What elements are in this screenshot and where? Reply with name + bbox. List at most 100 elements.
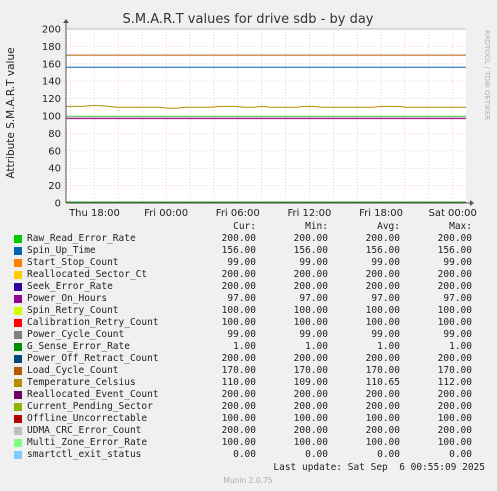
x-tick-label: Fri 00:00 xyxy=(144,208,188,219)
legend-cur-value: 200.00 xyxy=(221,233,256,244)
last-update: Last update: Sat Sep 6 00:55:09 2025 xyxy=(273,462,485,473)
legend-swatch xyxy=(14,319,22,327)
legend-cur-value: 156.00 xyxy=(221,245,256,256)
legend-cur-value: 200.00 xyxy=(221,401,256,412)
legend-row: Current_Pending_Sector 200.00 200.00 200.00… xyxy=(12,401,490,413)
y-tick-label: 200 xyxy=(42,25,61,36)
legend-swatch xyxy=(14,379,22,387)
legend-row: Calibration_Retry_Count 100.00 100.00 100.0… xyxy=(12,317,490,329)
legend-min-value: 200.00 xyxy=(293,269,328,280)
legend-row: Offline_Uncorrectable 100.00 100.00 100.00 1… xyxy=(12,413,490,425)
legend-min-value: 200.00 xyxy=(293,389,328,400)
y-tick-label: 100 xyxy=(42,112,61,123)
legend-series-name: Current_Pending_Sector xyxy=(27,401,153,412)
legend-row: smartctl_exit_status 0.00 0.00 0.00 0.00 xyxy=(12,449,490,461)
legend-series-name: Reallocated_Event_Count xyxy=(27,389,159,400)
legend-row: Spin_Retry_Count 100.00 100.00 100.00 100.00 xyxy=(12,305,490,317)
legend-series-name: Load_Cycle_Count xyxy=(27,365,119,376)
legend-row: Seek_Error_Rate 200.00 200.00 200.00 200.00 xyxy=(12,281,490,293)
legend-cur-value: 99.00 xyxy=(227,329,256,340)
y-tick-label: 40 xyxy=(48,164,61,175)
legend-series-name: Power_On_Hours xyxy=(27,293,108,304)
legend-cur-value: 100.00 xyxy=(221,437,256,448)
legend-avg-value: 200.00 xyxy=(365,233,400,244)
header-avg: Avg: xyxy=(377,221,400,232)
legend-max-value: 1.00 xyxy=(449,341,472,352)
y-tick-label: 60 xyxy=(48,146,61,157)
legend-swatch xyxy=(14,367,22,375)
legend-series-name: Temperature_Celsius xyxy=(27,377,136,388)
legend-swatch xyxy=(14,415,22,423)
chart-title: S.M.A.R.T values for drive sdb - by day xyxy=(123,12,374,27)
legend-min-value: 97.00 xyxy=(299,293,328,304)
legend-max-value: 100.00 xyxy=(437,413,472,424)
legend-min-value: 170.00 xyxy=(293,365,328,376)
legend-cur-value: 1.00 xyxy=(233,341,256,352)
legend-min-value: 200.00 xyxy=(293,401,328,412)
header-cur: Cur: xyxy=(233,221,256,232)
legend-max-value: 97.00 xyxy=(443,293,472,304)
legend-swatch xyxy=(14,355,22,363)
rrdtool-credit: RRDTOOL / TOBI OETIKER xyxy=(483,30,491,120)
legend-cur-value: 200.00 xyxy=(221,281,256,292)
legend-swatch xyxy=(14,259,22,267)
legend-row: Reallocated_Event_Count 200.00 200.00 200.0… xyxy=(12,389,490,401)
legend-series-name: Start_Stop_Count xyxy=(27,257,119,268)
legend-min-value: 200.00 xyxy=(293,281,328,292)
legend-avg-value: 200.00 xyxy=(365,269,400,280)
legend-row: Temperature_Celsius 110.00 109.00 110.65 112… xyxy=(12,377,490,389)
legend-row: Power_Off_Retract_Count 200.00 200.00 200.0… xyxy=(12,353,490,365)
legend-cur-value: 200.00 xyxy=(221,389,256,400)
legend-max-value: 112.00 xyxy=(437,377,472,388)
legend-swatch xyxy=(14,451,22,459)
legend-max-value: 200.00 xyxy=(437,389,472,400)
legend-series-name: Multi_Zone_Error_Rate xyxy=(27,437,148,448)
legend-min-value: 200.00 xyxy=(293,233,328,244)
legend-max-value: 200.00 xyxy=(437,233,472,244)
legend-avg-value: 100.00 xyxy=(365,413,400,424)
legend-max-value: 99.00 xyxy=(443,257,472,268)
y-tick-label: 180 xyxy=(42,42,61,53)
legend-row: Reallocated_Sector_Ct 200.00 200.00 200.00 2… xyxy=(12,269,490,281)
y-axis-arrow xyxy=(63,19,69,23)
legend-avg-value: 200.00 xyxy=(365,401,400,412)
legend-avg-value: 200.00 xyxy=(365,281,400,292)
legend-avg-value: 0.00 xyxy=(377,449,400,460)
legend-series-name: Seek_Error_Rate xyxy=(27,281,113,292)
legend-swatch xyxy=(14,247,22,255)
legend-avg-value: 200.00 xyxy=(365,425,400,436)
legend-row: Spin_Up_Time 156.00 156.00 156.00 156.00 xyxy=(12,245,490,257)
legend-cur-value: 99.00 xyxy=(227,257,256,268)
header-min: Min: xyxy=(305,221,328,232)
legend-max-value: 200.00 xyxy=(437,353,472,364)
y-axis-ticks: 0 20 40 60 80 100 120 140 160 180 200 xyxy=(42,25,61,210)
legend-row: Raw_Read_Error_Rate 200.00 200.00 200.00 200… xyxy=(12,233,490,245)
legend-min-value: 100.00 xyxy=(293,413,328,424)
legend-row: G_Sense_Error_Rate 1.00 1.00 1.00 1.00 xyxy=(12,341,490,353)
x-tick-label: Fri 18:00 xyxy=(359,208,403,219)
legend-avg-value: 100.00 xyxy=(365,317,400,328)
legend-row: Load_Cycle_Count 170.00 170.00 170.00 170.00 xyxy=(12,365,490,377)
legend-max-value: 100.00 xyxy=(437,437,472,448)
legend-cur-value: 200.00 xyxy=(221,353,256,364)
legend-series-name: G_Sense_Error_Rate xyxy=(27,341,130,352)
legend-max-value: 156.00 xyxy=(437,245,472,256)
legend-max-value: 99.00 xyxy=(443,329,472,340)
legend-cur-value: 200.00 xyxy=(221,425,256,436)
y-tick-label: 80 xyxy=(48,129,61,140)
legend-min-value: 200.00 xyxy=(293,353,328,364)
x-tick-label: Sat 00:00 xyxy=(428,208,476,219)
legend-avg-value: 200.00 xyxy=(365,353,400,364)
legend-avg-value: 99.00 xyxy=(371,329,400,340)
legend-swatch xyxy=(14,307,22,315)
axes xyxy=(63,19,474,206)
legend-series-name: smartctl_exit_status xyxy=(27,449,142,460)
legend-cur-value: 110.00 xyxy=(221,377,256,388)
legend-swatch xyxy=(14,439,22,447)
x-tick-label: Fri 06:00 xyxy=(216,208,260,219)
legend-min-value: 1.00 xyxy=(305,341,328,352)
legend-cur-value: 170.00 xyxy=(221,365,256,376)
legend-cur-value: 200.00 xyxy=(221,269,256,280)
legend-max-value: 200.00 xyxy=(437,281,472,292)
legend-swatch xyxy=(14,331,22,339)
